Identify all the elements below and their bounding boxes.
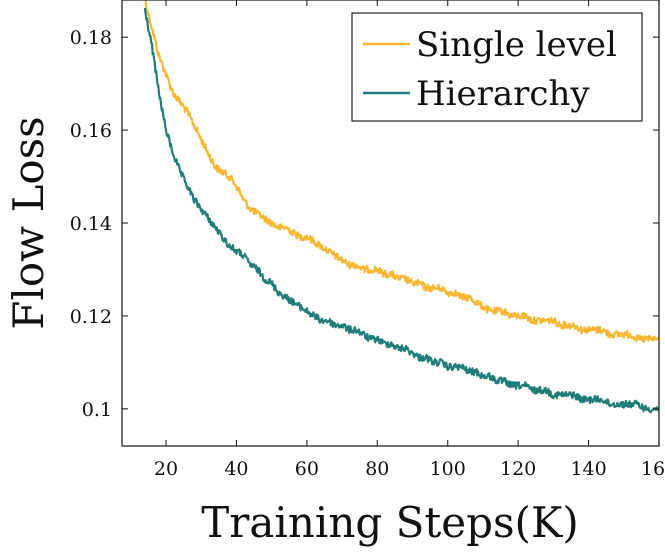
x-axis-ticks: 20 40 60 80 100 120 140 160	[154, 0, 665, 480]
series-line-single-level	[144, 0, 659, 343]
x-tick-label: 100	[430, 458, 466, 480]
x-tick-label: 20	[154, 458, 178, 480]
x-tick-label: 120	[500, 458, 536, 480]
x-tick-label: 140	[570, 458, 606, 480]
y-tick-label: 0.16	[70, 120, 112, 142]
x-tick-label: 80	[365, 458, 389, 480]
y-tick-label: 0.14	[70, 213, 112, 235]
series-layer	[143, 0, 659, 414]
x-tick-label: 160	[641, 458, 665, 480]
legend-label-single-level: Single level	[416, 25, 617, 65]
y-tick-label: 0.18	[70, 27, 112, 49]
y-tick-label: 0.12	[70, 306, 112, 328]
legend-label-hierarchy: Hierarchy	[416, 74, 590, 114]
y-axis-ticks: 0.1 0.12 0.14 0.16 0.18	[70, 27, 659, 421]
y-tick-label: 0.1	[82, 399, 112, 421]
legend-box	[351, 12, 643, 122]
legend: Single level Hierarchy	[351, 12, 643, 122]
series-line-hierarchy	[143, 7, 659, 414]
x-axis-title: Training Steps(K)	[201, 498, 578, 547]
x-tick-label: 40	[224, 458, 248, 480]
y-axis-title: Flow Loss	[4, 116, 53, 329]
x-tick-label: 60	[295, 458, 319, 480]
